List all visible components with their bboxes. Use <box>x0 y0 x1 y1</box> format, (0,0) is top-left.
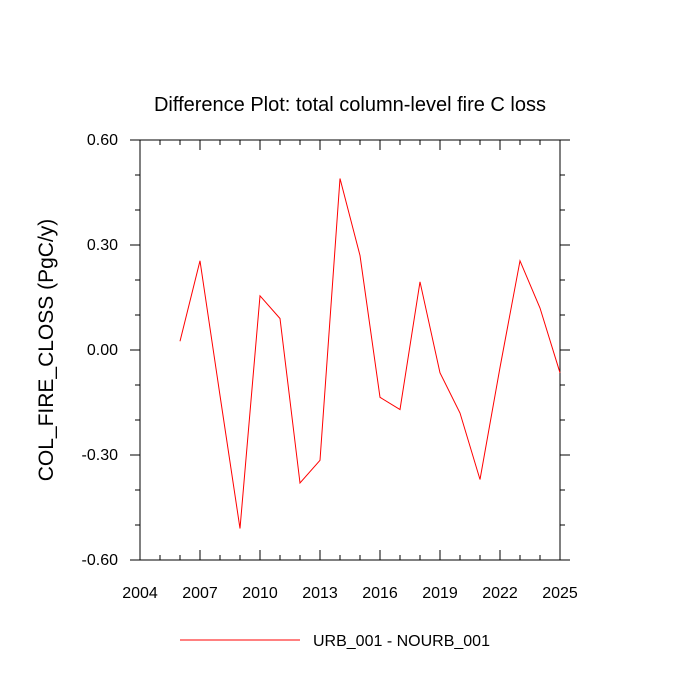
x-tick-label: 2010 <box>242 585 278 602</box>
chart-title: Difference Plot: total column-level fire… <box>154 94 546 116</box>
y-tick-label: -0.60 <box>82 552 119 569</box>
x-tick-label: 2007 <box>182 585 218 602</box>
x-tick-label: 2019 <box>422 585 458 602</box>
legend-label: URB_001 - NOURB_001 <box>313 633 490 650</box>
y-axis-label: COL_FIRE_CLOSS (PgC/y) <box>35 219 58 482</box>
y-tick-label: 0.00 <box>87 342 118 359</box>
x-tick-label: 2004 <box>122 585 158 602</box>
y-tick-label: -0.30 <box>82 447 119 464</box>
series-group <box>179 178 561 529</box>
x-tick-labels: 2004 2007 2010 2013 2016 2019 2022 2025 <box>122 585 578 602</box>
y-tick-label: 0.60 <box>87 132 118 149</box>
series-line <box>179 178 561 529</box>
x-tick-label: 2013 <box>302 585 338 602</box>
axis-ticks <box>130 139 570 561</box>
x-tick-label: 2022 <box>482 585 518 602</box>
x-tick-label: 2025 <box>542 585 578 602</box>
x-tick-label: 2016 <box>362 585 398 602</box>
plot-frame <box>139 139 561 561</box>
y-tick-labels: -0.60 -0.30 0.00 0.30 0.60 <box>82 132 119 569</box>
y-tick-label: 0.30 <box>87 237 118 254</box>
